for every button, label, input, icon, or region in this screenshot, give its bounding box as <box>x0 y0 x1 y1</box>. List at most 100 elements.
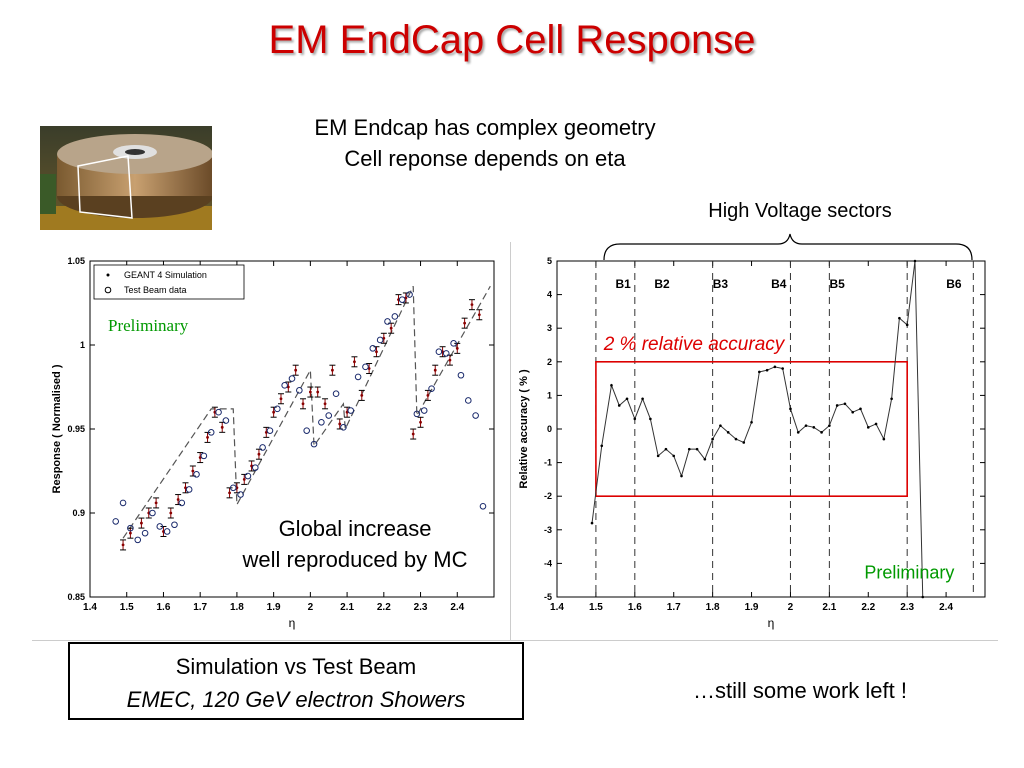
accuracy-point <box>695 447 699 451</box>
sim-point <box>219 421 226 433</box>
test-beam-point <box>457 371 465 379</box>
x-tick-label: 1.8 <box>230 602 244 613</box>
y-axis-label: Relative accuracy ( % ) <box>518 369 530 489</box>
y-tick-label: 3 <box>547 323 552 333</box>
response-chart: 1.4 1.5 1.6 1.7 1.8 1.9 2 2.1 2.2 2.3 2.4 0.85 0.9 0.… <box>51 256 495 630</box>
accuracy-point <box>913 259 917 263</box>
x-tick-label: 1.6 <box>157 602 171 613</box>
sim-point <box>292 364 299 376</box>
sim-point <box>120 539 127 551</box>
sim-point <box>461 317 468 329</box>
x-tick-label: 1.9 <box>267 602 281 613</box>
accuracy-point <box>859 407 862 411</box>
accuracy-point <box>866 426 870 429</box>
accuracy-point <box>828 424 831 427</box>
subtitle-block: EM Endcap has complex geometry Cell repo… <box>240 112 730 174</box>
x-tick-label: 2.3 <box>900 602 914 613</box>
accuracy-point <box>843 402 847 406</box>
test-beam-point <box>413 410 421 418</box>
sim-point <box>432 364 439 376</box>
y-tick-label: 0.85 <box>67 592 85 602</box>
y-tick-label: -2 <box>544 491 552 501</box>
y-tick-label: 0.95 <box>67 424 85 434</box>
sim-point <box>388 322 395 334</box>
test-beam-point <box>362 363 369 371</box>
test-beam-point <box>479 502 487 510</box>
test-beam-point <box>428 385 435 392</box>
sim-point <box>395 294 402 306</box>
accuracy-point <box>890 397 893 401</box>
accuracy-point <box>820 431 823 434</box>
sim-point <box>175 494 182 506</box>
test-beam-point <box>141 529 149 537</box>
sim-point <box>366 363 373 375</box>
sim-point <box>189 465 196 477</box>
legend-beam-label: Test Beam data <box>124 285 187 295</box>
test-beam-point <box>398 296 406 303</box>
accuracy-point <box>617 404 621 407</box>
accuracy-point <box>664 447 668 451</box>
accuracy-point <box>812 426 816 429</box>
accuracy-point <box>734 437 738 441</box>
x-tick-label: 1.5 <box>589 602 603 613</box>
accuracy-point <box>796 431 800 434</box>
sim-point <box>270 406 277 418</box>
sim-line-2: EMEC, 120 GeV electron Showers <box>126 687 466 712</box>
global-line-2: well reproduced by MC <box>242 547 468 572</box>
sim-point <box>153 497 160 509</box>
accuracy-point <box>835 404 839 407</box>
sim-point <box>322 398 329 410</box>
test-beam-point <box>325 412 333 419</box>
sim-point <box>241 473 248 485</box>
accuracy-point <box>680 474 683 478</box>
test-beam-point <box>259 444 266 451</box>
test-beam-point <box>251 464 259 471</box>
global-line-1: Global increase <box>278 516 432 541</box>
test-beam-point <box>303 427 310 434</box>
accuracy-point <box>905 323 909 327</box>
sim-point <box>204 431 211 443</box>
simulation-box: Simulation vs Test Beam EMEC, 120 GeV el… <box>68 642 524 720</box>
x-tick-label: 2 <box>788 602 794 613</box>
accuracy-point <box>641 397 644 401</box>
hv-sectors-label: High Voltage sectors <box>708 200 892 222</box>
sim-point <box>424 389 431 401</box>
sim-point <box>300 398 307 410</box>
accuracy-point <box>600 444 604 448</box>
work-left-note: …still some work left ! <box>693 678 907 703</box>
test-beam-point <box>347 407 355 414</box>
sim-line-1: Simulation vs Test Beam <box>175 654 417 679</box>
x-tick-label: 1.8 <box>706 602 720 613</box>
test-beam-point <box>185 486 193 493</box>
test-beam-point <box>222 417 230 424</box>
plot-frame <box>556 260 986 598</box>
x-tick-label: 2.4 <box>450 602 464 613</box>
test-beam-point <box>369 345 377 352</box>
sim-point <box>380 332 387 344</box>
test-beam-point <box>420 407 428 414</box>
sim-point <box>373 346 380 358</box>
x-tick-label: 2.4 <box>939 602 953 613</box>
y-tick-label: 2 <box>547 357 552 367</box>
sim-point <box>351 356 358 368</box>
test-beam-point <box>464 397 472 404</box>
y-tick-label: -3 <box>544 525 552 535</box>
test-beam-point <box>376 336 384 344</box>
sector-label: B4 <box>771 277 787 291</box>
legend-sim-marker <box>106 273 110 277</box>
y-axis-label: Response ( Normalised ) <box>51 364 63 493</box>
y-tick-label: -1 <box>544 458 552 468</box>
y-tick-label: 1 <box>80 340 85 350</box>
test-beam-point <box>318 418 325 426</box>
test-beam-point <box>193 471 200 478</box>
test-beam-point <box>244 472 252 480</box>
accuracy-point <box>804 424 808 427</box>
sim-point <box>314 386 321 398</box>
sim-point <box>468 299 475 311</box>
y-tick-label: 1 <box>547 390 552 400</box>
subtitle-line-1: EM Endcap has complex geometry <box>314 115 656 140</box>
sim-point <box>307 386 314 398</box>
accuracy-point <box>882 437 886 441</box>
sim-point <box>167 507 174 519</box>
test-beam-point <box>288 375 296 382</box>
